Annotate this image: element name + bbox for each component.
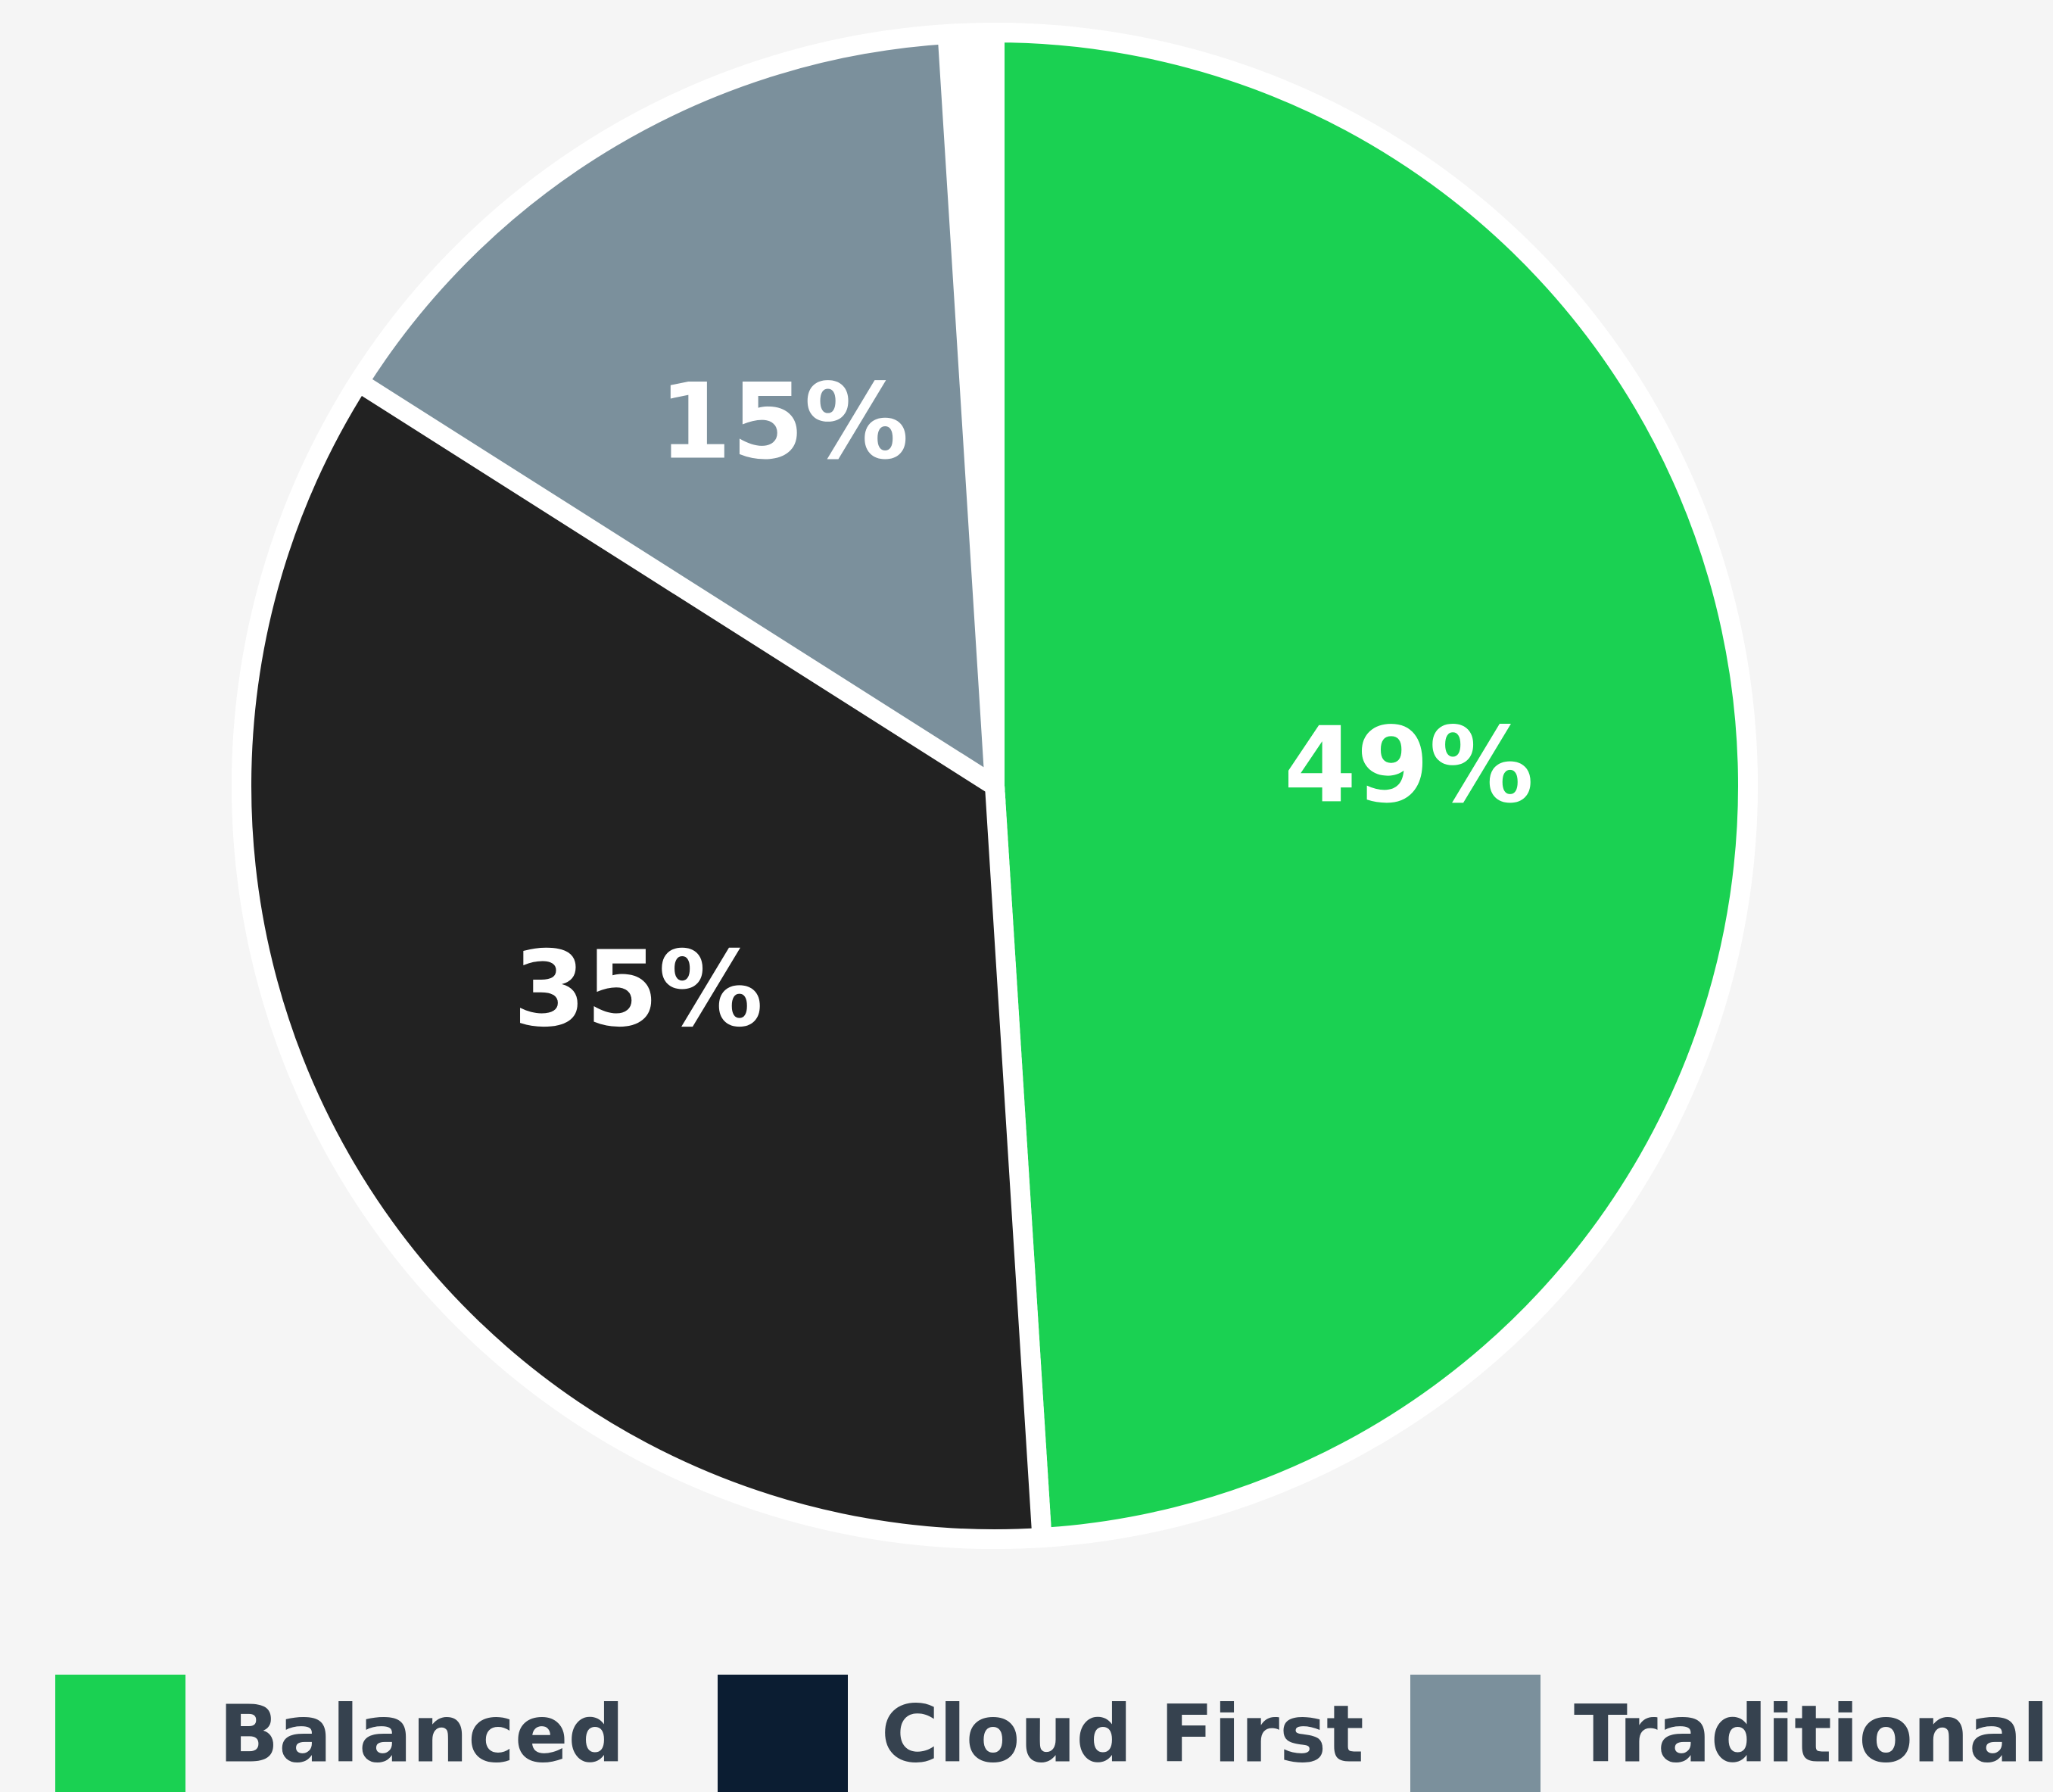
pie-slice — [985, 22, 1759, 1548]
legend-swatch — [1410, 1675, 1541, 1792]
pie-slice — [344, 23, 1006, 805]
value-label: 49% — [1284, 704, 1534, 826]
legend-swatch — [55, 1675, 185, 1792]
pie-slice — [232, 368, 1053, 1549]
value-label: 15% — [659, 361, 908, 483]
legend-swatch — [718, 1675, 848, 1792]
legend-label: Cloud First — [881, 1688, 1364, 1780]
legend-label: Traditional — [1574, 1688, 2049, 1780]
value-label: 35% — [513, 928, 763, 1050]
legend-label: Balanced — [219, 1688, 625, 1780]
